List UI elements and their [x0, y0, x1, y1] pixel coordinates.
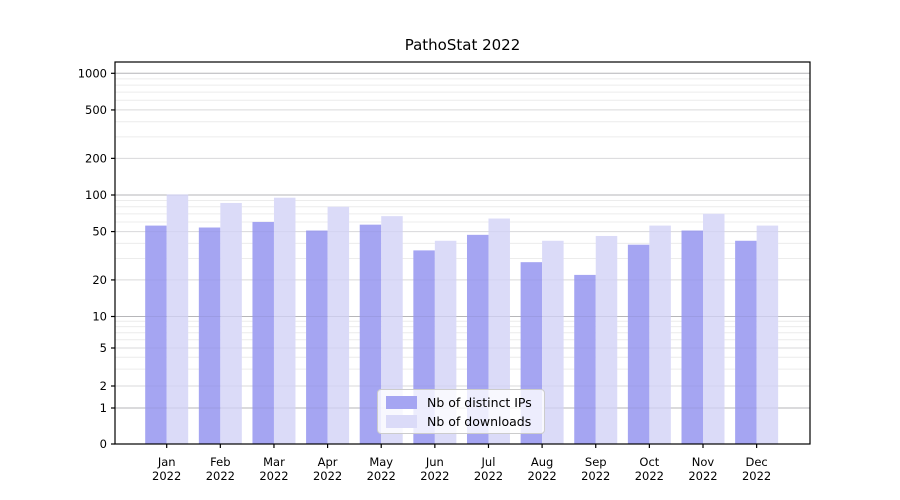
y-tick-label: 5 — [100, 341, 107, 355]
legend-label-downloads: Nb of downloads — [427, 413, 532, 429]
x-tick-label-month: Mar — [263, 455, 285, 469]
bar-dec-downloads — [756, 225, 779, 444]
bar-nov-distinct-ips — [681, 230, 703, 444]
y-axis: 0 1 2 5 10 20 50 100 200 500 1000 — [78, 66, 115, 451]
bar-oct-downloads — [649, 225, 671, 444]
bar-jul-downloads — [488, 218, 510, 444]
y-tick-label: 200 — [85, 151, 107, 165]
x-tick-label-year: 2022 — [206, 469, 235, 483]
y-tick-label: 0 — [100, 437, 107, 451]
legend: Nb of distinct IPs Nb of downloads — [377, 389, 545, 434]
y-tick-label: 10 — [92, 310, 107, 324]
x-tick-label-year: 2022 — [742, 469, 771, 483]
bar-apr-downloads — [327, 206, 350, 444]
x-tick-label-month: Dec — [745, 455, 767, 469]
y-tick-label: 100 — [85, 188, 107, 202]
legend-item-downloads: Nb of downloads — [386, 414, 536, 429]
y-tick-label: 1 — [100, 401, 107, 415]
x-tick-label-month: Nov — [692, 455, 715, 469]
x-tick-label-year: 2022 — [688, 469, 717, 483]
legend-swatch-distinct-ips — [386, 395, 417, 409]
x-tick-label-year: 2022 — [527, 469, 556, 483]
x-tick-label-year: 2022 — [474, 469, 503, 483]
x-tick-label-year: 2022 — [420, 469, 449, 483]
legend-item-distinct-ips: Nb of distinct IPs — [386, 395, 536, 410]
bar-feb-distinct-ips — [198, 227, 221, 444]
x-tick-label-month: Jan — [157, 455, 176, 469]
x-tick-label-year: 2022 — [635, 469, 664, 483]
bar-mar-downloads — [273, 197, 296, 444]
bar-feb-downloads — [220, 202, 242, 444]
x-tick-label-month: Feb — [210, 455, 230, 469]
y-tick-label: 500 — [85, 103, 107, 117]
bar-oct-distinct-ips — [627, 244, 650, 444]
x-axis: Jan2022Feb2022Mar2022Apr2022May2022Jun20… — [152, 444, 771, 483]
bar-mar-distinct-ips — [252, 221, 274, 444]
y-tick-label: 50 — [92, 225, 107, 239]
bar-may-downloads — [381, 216, 403, 444]
bars — [145, 194, 779, 444]
chart-title: PathoStat 2022 — [404, 36, 521, 54]
bar-jan-distinct-ips — [145, 225, 167, 444]
bar-apr-distinct-ips — [306, 230, 328, 444]
bar-jan-downloads — [166, 194, 189, 444]
bar-sep-distinct-ips — [574, 274, 596, 444]
bar-may-distinct-ips — [359, 224, 382, 444]
x-tick-label-year: 2022 — [581, 469, 610, 483]
bar-nov-downloads — [703, 213, 725, 444]
bar-sep-downloads — [595, 235, 618, 444]
x-tick-label-month: Oct — [639, 455, 659, 469]
x-tick-label-month: Apr — [318, 455, 338, 469]
y-tick-label: 2 — [100, 379, 107, 393]
y-tick-label: 20 — [92, 273, 107, 287]
x-tick-label-month: Sep — [585, 455, 607, 469]
x-tick-label-month: Aug — [531, 455, 553, 469]
legend-swatch-downloads — [386, 414, 417, 428]
y-tick-label: 1000 — [78, 66, 107, 80]
bar-dec-distinct-ips — [735, 240, 757, 444]
x-tick-label-month: May — [369, 455, 393, 469]
gridline-overlay — [115, 72, 810, 409]
bar-aug-downloads — [542, 240, 564, 444]
x-tick-label-year: 2022 — [152, 469, 181, 483]
legend-label-distinct-ips: Nb of distinct IPs — [427, 394, 532, 410]
plot-frame — [114, 61, 811, 445]
x-tick-label-year: 2022 — [367, 469, 396, 483]
x-tick-label-month: Jun — [425, 455, 444, 469]
x-tick-label-year: 2022 — [313, 469, 342, 483]
x-tick-label-month: Jul — [481, 455, 496, 469]
x-tick-label-year: 2022 — [259, 469, 288, 483]
